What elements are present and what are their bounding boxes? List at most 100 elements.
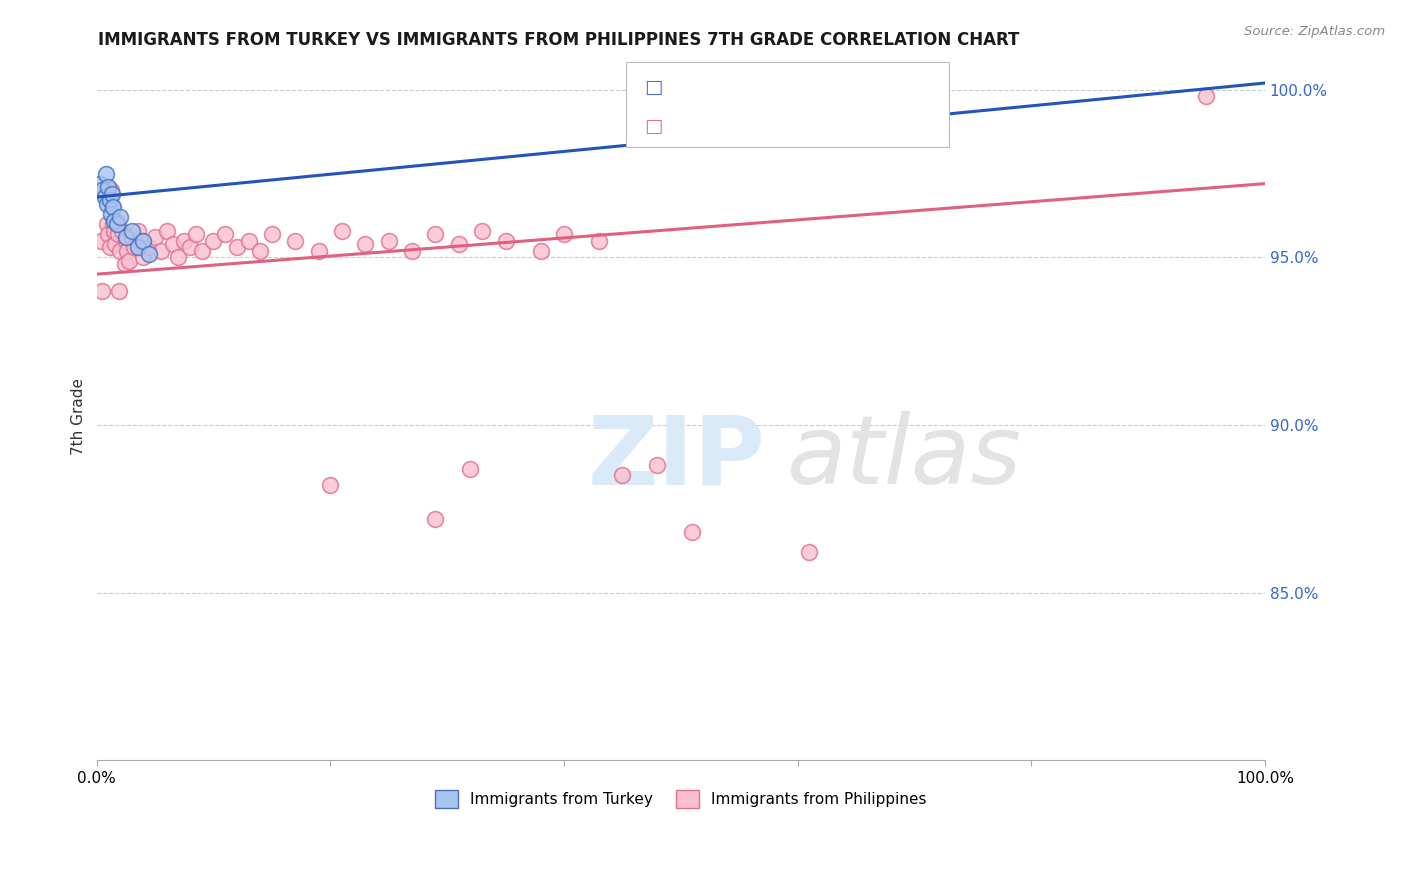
Point <box>105 217 128 231</box>
Point <box>202 234 225 248</box>
Point <box>377 234 399 248</box>
Text: 0.343: 0.343 <box>707 80 755 95</box>
Point <box>105 213 128 227</box>
Point <box>447 237 470 252</box>
Point <box>115 234 138 248</box>
Point <box>121 223 143 237</box>
Text: R =: R = <box>672 80 706 95</box>
Text: ■: ■ <box>644 78 662 97</box>
Point <box>100 183 122 197</box>
Point <box>260 227 283 241</box>
Text: R =: R = <box>672 119 706 134</box>
Point <box>91 284 114 298</box>
Point <box>91 183 114 197</box>
Point <box>132 234 155 248</box>
Text: atlas: atlas <box>786 411 1021 504</box>
Point <box>127 240 149 254</box>
Point <box>162 237 184 252</box>
Point <box>96 196 118 211</box>
Point <box>471 223 494 237</box>
Point <box>553 227 575 241</box>
Text: N =: N = <box>749 119 793 134</box>
Point <box>529 244 551 258</box>
Point <box>173 234 195 248</box>
Point <box>97 227 120 241</box>
Point <box>425 227 447 241</box>
Point <box>94 190 117 204</box>
Point <box>184 227 207 241</box>
Point <box>98 194 121 208</box>
Text: Source: ZipAtlas.com: Source: ZipAtlas.com <box>1244 25 1385 38</box>
Point <box>108 244 131 258</box>
Point <box>108 284 131 298</box>
Point <box>681 525 703 540</box>
Point <box>354 237 377 252</box>
Text: N =: N = <box>749 80 793 95</box>
Point <box>401 244 423 258</box>
Point <box>94 167 117 181</box>
Point <box>103 213 125 227</box>
Point <box>129 234 152 248</box>
Point <box>115 230 138 244</box>
Point <box>132 251 155 265</box>
Text: ■: ■ <box>644 117 662 136</box>
Text: 22: 22 <box>801 80 823 95</box>
Point <box>104 237 127 252</box>
Point <box>225 240 247 254</box>
Point <box>915 89 938 103</box>
Point <box>143 230 166 244</box>
Point <box>107 227 129 241</box>
Point <box>238 234 260 248</box>
Point <box>89 177 111 191</box>
Text: 63: 63 <box>801 119 823 134</box>
Point <box>121 230 143 244</box>
Point <box>330 223 353 237</box>
Point <box>111 223 134 237</box>
Point <box>98 240 121 254</box>
Point <box>179 240 201 254</box>
Point <box>122 240 145 254</box>
Point <box>114 257 136 271</box>
Point <box>167 251 190 265</box>
Point <box>138 240 160 254</box>
Point <box>425 512 447 526</box>
Point <box>149 244 172 258</box>
Point <box>214 227 236 241</box>
Point <box>138 247 160 261</box>
Point <box>845 93 868 107</box>
Point <box>101 217 124 231</box>
Point <box>588 234 610 248</box>
Point <box>495 234 517 248</box>
Point <box>101 200 124 214</box>
Point <box>868 86 890 100</box>
Point <box>249 244 271 258</box>
Y-axis label: 7th Grade: 7th Grade <box>72 378 86 455</box>
Point <box>1195 89 1218 103</box>
Point <box>94 183 117 197</box>
Point <box>118 253 141 268</box>
Point <box>103 223 125 237</box>
Point <box>90 234 112 248</box>
Point <box>799 545 821 559</box>
Text: □: □ <box>644 117 662 136</box>
Point <box>101 186 124 201</box>
Point <box>108 210 131 224</box>
Legend: Immigrants from Turkey, Immigrants from Philippines: Immigrants from Turkey, Immigrants from … <box>429 784 932 814</box>
Point <box>115 244 138 258</box>
Point <box>308 244 330 258</box>
Text: □: □ <box>644 78 662 97</box>
Point <box>101 200 124 214</box>
Point <box>612 468 634 483</box>
Point <box>97 180 120 194</box>
Point <box>284 234 307 248</box>
Point <box>156 223 179 237</box>
Point <box>96 217 118 231</box>
Text: ZIP: ZIP <box>588 411 765 504</box>
Point <box>191 244 214 258</box>
Point <box>127 223 149 237</box>
Point <box>100 207 122 221</box>
Text: IMMIGRANTS FROM TURKEY VS IMMIGRANTS FROM PHILIPPINES 7TH GRADE CORRELATION CHAR: IMMIGRANTS FROM TURKEY VS IMMIGRANTS FRO… <box>98 31 1019 49</box>
Point <box>810 89 832 103</box>
Point <box>319 478 342 492</box>
Text: 0.218: 0.218 <box>707 119 755 134</box>
